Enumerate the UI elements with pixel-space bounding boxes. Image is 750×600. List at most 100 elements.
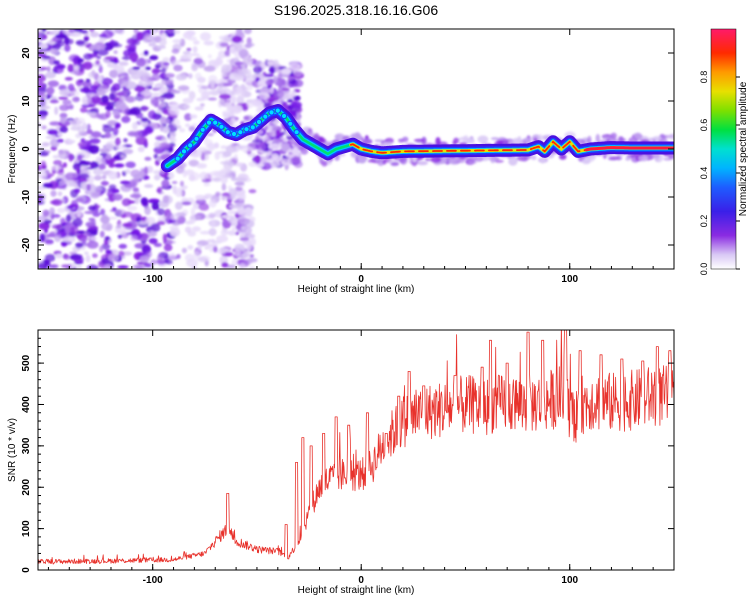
colorbar-tick-label: 0.2 (699, 215, 709, 228)
noise-blob (99, 152, 108, 157)
y-tick-label: 0 (21, 146, 32, 152)
noise-blob (162, 57, 170, 63)
noise-blob (151, 201, 160, 211)
noise-blob (118, 250, 125, 257)
noise-blob (57, 132, 63, 137)
noise-blob (104, 263, 112, 269)
noise-blob (232, 105, 243, 113)
noise-blob (227, 36, 233, 41)
noise-blob (188, 125, 196, 132)
noise-blob (173, 29, 181, 35)
noise-blob (89, 29, 95, 33)
noise-blob (90, 96, 102, 104)
noise-blob (237, 206, 246, 216)
noise-blob (39, 115, 47, 120)
noise-blob (163, 73, 175, 78)
snr-xlabel: Height of straight line (km) (298, 585, 415, 596)
noise-blob (213, 177, 222, 182)
noise-blob (46, 66, 51, 73)
noise-blob (38, 222, 50, 230)
noise-blob (667, 133, 674, 140)
noise-blob (132, 264, 144, 269)
noise-blob (154, 141, 162, 149)
noise-blob (453, 137, 460, 144)
noise-blob (367, 159, 377, 163)
noise-blob (181, 247, 187, 254)
noise-blob (240, 63, 247, 68)
noise-blob (132, 122, 138, 130)
noise-blob (256, 142, 267, 151)
noise-blob (169, 142, 176, 148)
noise-blob (206, 133, 214, 137)
noise-blob (180, 180, 184, 187)
noise-blob (228, 188, 237, 196)
noise-blob (89, 236, 98, 241)
noise-blob (51, 224, 62, 229)
noise-blob (293, 70, 303, 77)
noise-blob (100, 215, 110, 224)
noise-blob (139, 255, 150, 263)
y-tick-label: 200 (21, 478, 32, 495)
noise-blob (136, 58, 146, 67)
noise-blob (157, 98, 166, 103)
noise-blob (90, 161, 99, 169)
noise-blob (148, 110, 157, 120)
noise-blob (104, 236, 111, 241)
trace-dot (293, 129, 300, 136)
noise-blob (163, 62, 170, 66)
noise-blob (148, 238, 158, 244)
noise-blob (221, 248, 226, 255)
noise-blob (220, 145, 228, 150)
noise-blob (198, 203, 210, 211)
noise-blob (56, 138, 64, 143)
noise-blob (184, 113, 192, 121)
noise-blob (134, 85, 146, 92)
trace-dot (180, 148, 188, 155)
noise-blob (80, 87, 91, 93)
noise-blob (54, 234, 62, 242)
noise-blob (200, 103, 205, 107)
noise-blob (56, 169, 65, 176)
noise-blob (188, 73, 193, 79)
noise-blob (199, 230, 211, 235)
noise-blob (151, 92, 161, 96)
noise-blob (59, 104, 70, 112)
noise-blob (268, 66, 275, 75)
noise-blob (321, 160, 328, 167)
noise-blob (43, 219, 52, 225)
noise-blob (72, 96, 80, 103)
noise-blob (230, 90, 236, 96)
noise-blob (49, 200, 60, 205)
noise-blob (156, 45, 166, 49)
noise-blob (120, 180, 131, 185)
noise-blob (70, 126, 81, 131)
noise-blob (68, 29, 76, 33)
noise-blob (281, 68, 292, 75)
noise-blob (121, 116, 131, 123)
noise-blob (130, 107, 141, 116)
y-tick-label: 300 (21, 437, 32, 454)
noise-blob (98, 64, 103, 74)
noise-blob (275, 128, 281, 137)
noise-blob (76, 117, 86, 124)
noise-blob (75, 40, 85, 46)
noise-blob (67, 139, 76, 144)
noise-blob (116, 70, 127, 75)
noise-blob (122, 148, 134, 155)
noise-blob (194, 106, 204, 111)
noise-blob (50, 99, 58, 104)
noise-blob (197, 256, 208, 263)
noise-blob (228, 230, 236, 236)
noise-blob (200, 32, 211, 41)
noise-blob (76, 154, 83, 161)
y-tick-label: 400 (21, 396, 32, 413)
noise-blob (140, 197, 149, 206)
noise-blob (74, 261, 83, 265)
noise-blob (334, 133, 345, 141)
noise-blob (430, 156, 442, 163)
noise-blob (55, 253, 64, 259)
x-tick-label: -100 (143, 575, 163, 586)
noise-blob (161, 179, 170, 188)
noise-blob (221, 64, 231, 73)
